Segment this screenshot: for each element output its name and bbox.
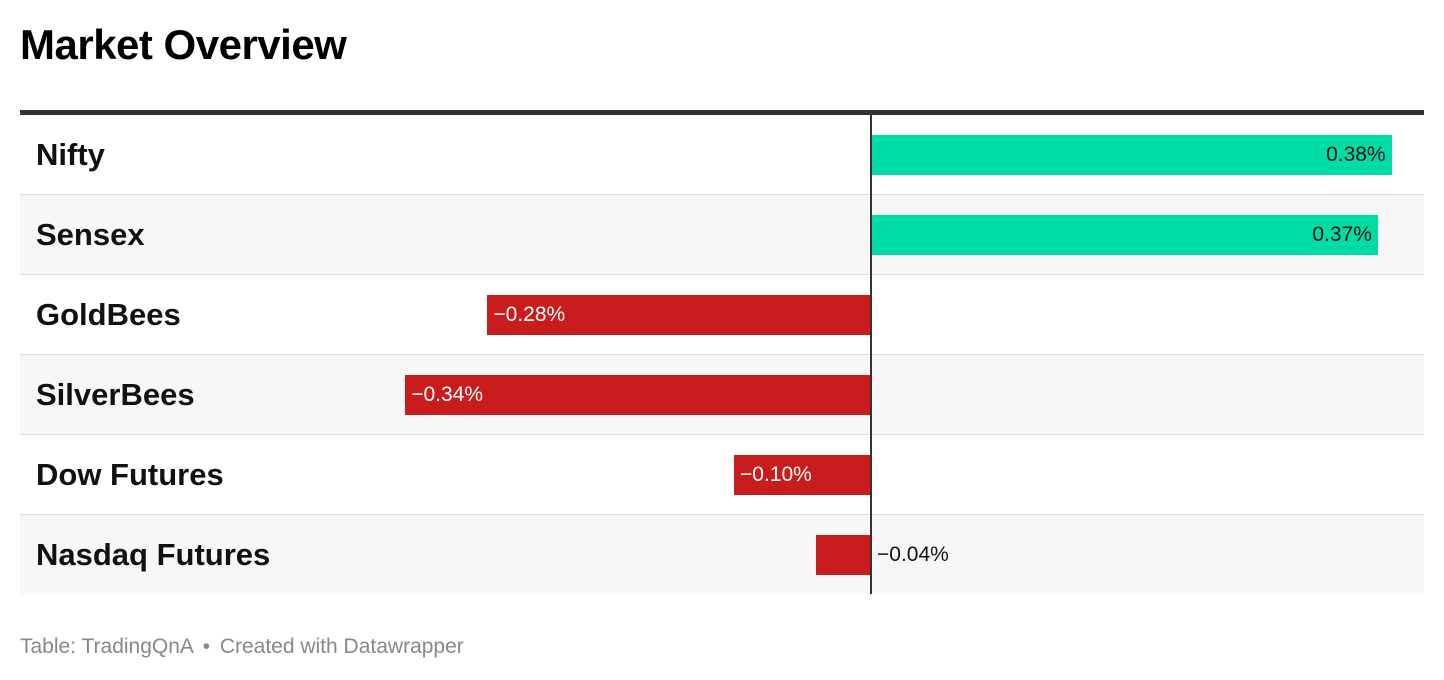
positive-bar bbox=[871, 135, 1392, 175]
bar-value-label: −0.10% bbox=[740, 463, 812, 486]
market-table: Nifty 0.38% Sensex 0.37% GoldBees −0.28% Silve… bbox=[20, 110, 1424, 594]
bar-value-label: −0.04% bbox=[877, 543, 949, 566]
row-label: Sensex bbox=[36, 217, 145, 252]
page-title: Market Overview bbox=[20, 21, 347, 68]
table-row: Nasdaq Futures −0.04% bbox=[20, 515, 1424, 594]
footer-separator: • bbox=[202, 635, 210, 658]
zero-axis-line bbox=[870, 115, 872, 594]
row-label: GoldBees bbox=[36, 297, 181, 332]
row-label: SilverBees bbox=[36, 377, 195, 412]
negative-bar bbox=[734, 455, 871, 495]
table-row: SilverBees −0.34% bbox=[20, 355, 1424, 435]
table-row: Dow Futures −0.10% bbox=[20, 435, 1424, 515]
negative-bar bbox=[487, 295, 871, 335]
table-row: GoldBees −0.28% bbox=[20, 275, 1424, 355]
positive-bar bbox=[871, 215, 1378, 255]
bar-value-label: −0.28% bbox=[493, 303, 566, 326]
bar-value-label: −0.34% bbox=[411, 383, 483, 406]
negative-bar bbox=[405, 375, 871, 415]
footer: Table: TradingQnA • Created with Datawra… bbox=[20, 634, 464, 660]
footer-credit: Created with Datawrapper bbox=[219, 635, 464, 658]
row-label: Nifty bbox=[36, 137, 105, 172]
table-row: Sensex 0.37% bbox=[20, 195, 1424, 275]
table-row: Nifty 0.38% bbox=[20, 115, 1424, 195]
footer-source: Table: TradingQnA bbox=[20, 635, 193, 658]
row-label: Nasdaq Futures bbox=[36, 537, 271, 572]
negative-bar bbox=[816, 535, 871, 575]
bar-value-label: 0.38% bbox=[1326, 143, 1386, 166]
row-label: Dow Futures bbox=[36, 457, 224, 492]
bar-value-label: 0.37% bbox=[1312, 223, 1372, 246]
